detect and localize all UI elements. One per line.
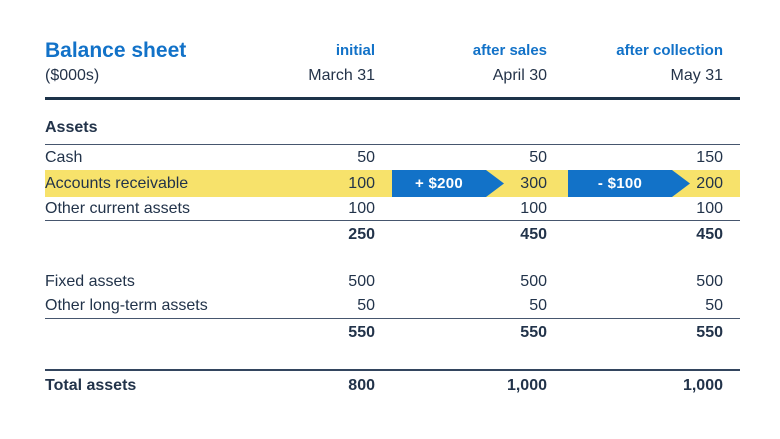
cell-value: 300 [520,174,547,192]
cell-value: 200 [696,174,723,192]
cell-value: 1,000 [506,377,547,394]
cell-value: 500 [696,272,723,290]
cell-value: 50 [529,297,547,314]
cell-value: 100 [696,199,723,217]
table-row-highlighted: Accounts receivable 100 300 200 + $200 -… [45,170,740,197]
arrow-label: - $100 [597,175,643,192]
column-date: May 31 [670,67,723,84]
table-row: Other current assets 100 100 100 [45,197,740,221]
title-block: Balance sheet ($000s) [45,38,280,88]
cell-value: 550 [696,324,723,341]
total-row: Total assets 800 1,000 1,000 [45,371,740,401]
column-label: initial [335,42,375,59]
row-label: Cash [45,148,83,166]
cell-value: 100 [520,199,547,217]
collection-change-arrow-icon: - $100 [568,170,690,197]
cell-value: 1,000 [682,377,723,394]
column-label: after sales [472,42,547,59]
arrow-label: + $200 [414,175,464,192]
column-label: after collection [616,42,723,59]
cell-value: 100 [348,199,375,217]
cell-value: 50 [357,148,375,166]
cell-value: 50 [357,297,375,314]
spacer [45,347,740,369]
column-date: April 30 [492,67,547,84]
cell-value: 250 [348,226,375,243]
row-label: Total assets [45,377,137,394]
subtotal-row-current: 250 450 450 [45,221,740,249]
total-divider [45,369,740,371]
header-divider [45,97,740,100]
cell-value: 50 [705,297,723,314]
cell-value: 450 [520,226,547,243]
cell-value: 50 [529,148,547,166]
cell-value: 100 [348,174,375,192]
cell-value: 550 [520,324,547,341]
row-label: Other current assets [45,199,190,217]
units-label: ($000s) [45,67,100,84]
cell-value: 150 [696,148,723,166]
page-title: Balance sheet [45,39,187,62]
table-row: Cash 50 50 150 [45,145,740,170]
sales-change-arrow-icon: + $200 [392,170,504,197]
cell-value: 800 [348,377,375,394]
table-row: Other long-term assets 50 50 50 [45,294,740,319]
table-area: Balance sheet ($000s) initial March 31 a… [45,38,740,401]
cell-value: 500 [520,272,547,290]
column-header-after-sales: after sales April 30 [375,38,547,88]
section-label: Assets [45,119,98,136]
row-label: Accounts receivable [45,174,189,192]
cell-value: 450 [696,226,723,243]
table-row: Fixed assets 500 500 500 [45,269,740,294]
cell-value: 500 [348,272,375,290]
column-header-after-collection: after collection May 31 [547,38,723,88]
table-header: Balance sheet ($000s) initial March 31 a… [45,38,740,88]
row-label: Other long-term assets [45,297,208,314]
section-heading-assets: Assets [45,100,740,145]
column-header-initial: initial March 31 [280,38,375,88]
cell-value: 550 [348,324,375,341]
subtotal-row-longterm: 550 550 550 [45,319,740,347]
row-label: Fixed assets [45,272,135,290]
column-date: March 31 [308,67,375,84]
spacer [45,249,740,269]
